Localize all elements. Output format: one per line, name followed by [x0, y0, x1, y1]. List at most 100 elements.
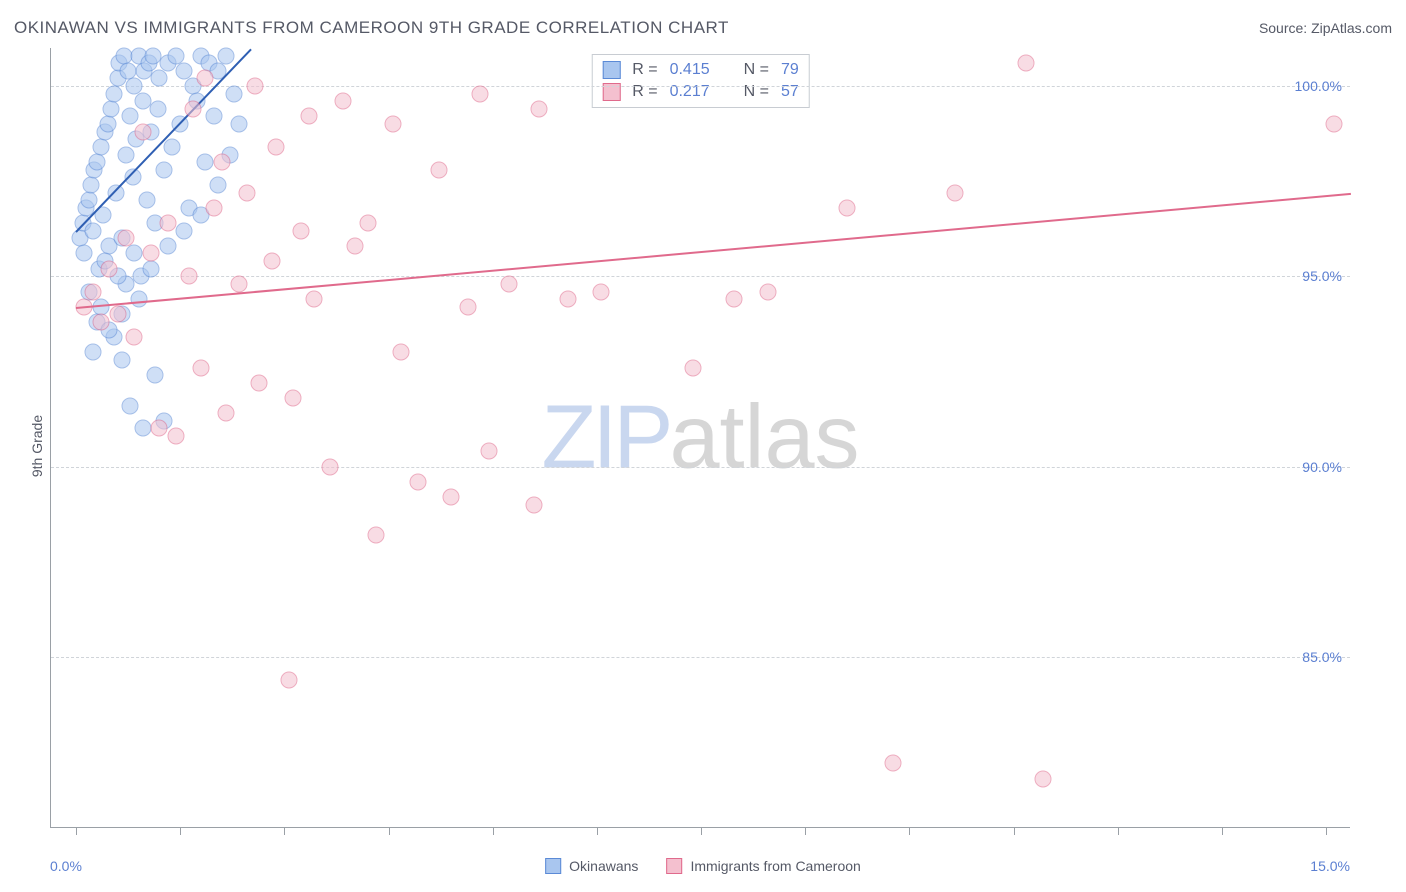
data-point-cameroon [409, 473, 426, 490]
data-point-cameroon [305, 291, 322, 308]
data-point-okinawans [143, 260, 160, 277]
y-tick-label: 95.0% [1302, 268, 1342, 284]
data-point-cameroon [838, 199, 855, 216]
data-point-okinawans [118, 146, 135, 163]
data-point-okinawans [163, 138, 180, 155]
data-point-cameroon [134, 123, 151, 140]
legend-item-cameroon: Immigrants from Cameroon [666, 858, 860, 874]
data-point-okinawans [176, 222, 193, 239]
data-point-okinawans [99, 116, 116, 133]
y-axis-label: 9th Grade [29, 415, 45, 477]
data-point-cameroon [126, 329, 143, 346]
x-tick [1014, 827, 1015, 835]
data-point-okinawans [147, 367, 164, 384]
data-point-cameroon [947, 184, 964, 201]
data-point-cameroon [230, 275, 247, 292]
data-point-cameroon [263, 253, 280, 270]
data-point-cameroon [205, 199, 222, 216]
stat-r-label: R = [632, 61, 657, 79]
data-point-cameroon [530, 100, 547, 117]
data-point-cameroon [159, 215, 176, 232]
chart-title: OKINAWAN VS IMMIGRANTS FROM CAMEROON 9TH… [14, 18, 729, 38]
x-tick [389, 827, 390, 835]
legend-label: Okinawans [569, 858, 638, 874]
legend-swatch [545, 858, 561, 874]
data-point-cameroon [109, 306, 126, 323]
data-point-okinawans [205, 108, 222, 125]
legend-label: Immigrants from Cameroon [690, 858, 860, 874]
plot-area: ZIPatlas R = 0.415N = 79R = 0.217N = 57 … [50, 48, 1350, 828]
data-point-okinawans [155, 161, 172, 178]
data-point-okinawans [80, 192, 97, 209]
watermark-prefix: ZIP [541, 387, 669, 487]
data-point-okinawans [108, 184, 125, 201]
series-legend: Okinawans Immigrants from Cameroon [545, 858, 861, 874]
data-point-cameroon [184, 100, 201, 117]
x-axis-min-label: 0.0% [50, 858, 82, 874]
data-point-cameroon [472, 85, 489, 102]
data-point-cameroon [359, 215, 376, 232]
trend-line-cameroon [76, 193, 1351, 309]
data-point-cameroon [347, 237, 364, 254]
data-point-cameroon [280, 671, 297, 688]
data-point-cameroon [93, 313, 110, 330]
x-tick [805, 827, 806, 835]
data-point-okinawans [113, 352, 130, 369]
data-point-cameroon [84, 283, 101, 300]
y-tick-label: 85.0% [1302, 649, 1342, 665]
stat-row-cameroon: R = 0.217N = 57 [602, 81, 799, 103]
watermark: ZIPatlas [541, 386, 859, 489]
data-point-cameroon [151, 420, 168, 437]
data-point-cameroon [884, 755, 901, 772]
data-point-okinawans [130, 291, 147, 308]
data-point-okinawans [138, 192, 155, 209]
data-point-okinawans [159, 237, 176, 254]
watermark-suffix: atlas [669, 387, 859, 487]
data-point-cameroon [247, 78, 264, 95]
data-point-okinawans [122, 108, 139, 125]
data-point-cameroon [322, 458, 339, 475]
data-point-okinawans [83, 176, 100, 193]
data-point-cameroon [726, 291, 743, 308]
data-point-okinawans [226, 85, 243, 102]
data-point-okinawans [151, 70, 168, 87]
y-tick-label: 90.0% [1302, 459, 1342, 475]
data-point-cameroon [213, 154, 230, 171]
x-tick [597, 827, 598, 835]
stat-r-value: 0.415 [670, 61, 710, 79]
x-tick [76, 827, 77, 835]
data-point-okinawans [103, 100, 120, 117]
x-tick [493, 827, 494, 835]
data-point-cameroon [218, 405, 235, 422]
data-point-cameroon [197, 70, 214, 87]
x-tick [284, 827, 285, 835]
x-tick [180, 827, 181, 835]
data-point-okinawans [105, 85, 122, 102]
data-point-cameroon [180, 268, 197, 285]
data-point-okinawans [88, 154, 105, 171]
data-point-cameroon [526, 496, 543, 513]
data-point-okinawans [93, 138, 110, 155]
data-point-cameroon [480, 443, 497, 460]
y-tick-label: 100.0% [1295, 78, 1342, 94]
data-point-cameroon [168, 428, 185, 445]
legend-swatch [666, 858, 682, 874]
data-point-cameroon [559, 291, 576, 308]
data-point-cameroon [443, 488, 460, 505]
data-point-okinawans [84, 344, 101, 361]
x-tick [1118, 827, 1119, 835]
data-point-cameroon [193, 359, 210, 376]
data-point-cameroon [284, 390, 301, 407]
data-point-cameroon [268, 138, 285, 155]
data-point-cameroon [684, 359, 701, 376]
gridline-h [51, 657, 1350, 658]
data-point-cameroon [1034, 770, 1051, 787]
data-point-cameroon [501, 275, 518, 292]
data-point-okinawans [134, 420, 151, 437]
data-point-cameroon [393, 344, 410, 361]
title-bar: OKINAWAN VS IMMIGRANTS FROM CAMEROON 9TH… [14, 18, 1392, 38]
data-point-cameroon [101, 260, 118, 277]
legend-item-okinawans: Okinawans [545, 858, 638, 874]
data-point-okinawans [84, 222, 101, 239]
data-point-cameroon [293, 222, 310, 239]
